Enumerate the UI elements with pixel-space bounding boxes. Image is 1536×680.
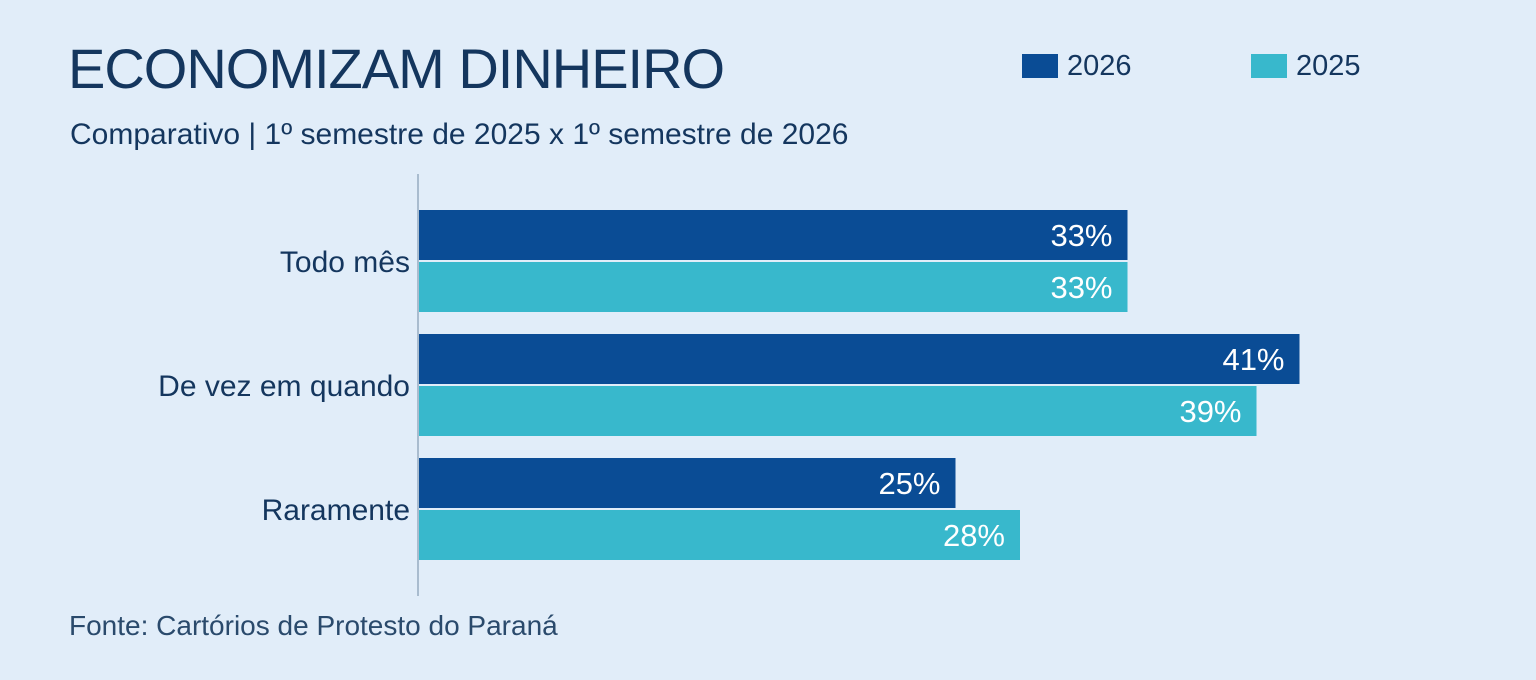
bar-value-label: 33% bbox=[1050, 218, 1112, 253]
legend-label-2025: 2025 bbox=[1296, 49, 1361, 82]
bar-value-label: 28% bbox=[943, 518, 1005, 553]
legend-swatch-2025 bbox=[1251, 54, 1287, 78]
legend-swatch-2026 bbox=[1022, 54, 1058, 78]
legend: 2026 2025 bbox=[0, 46, 1536, 86]
category-label: De vez em quando bbox=[158, 370, 410, 403]
bar-2025 bbox=[418, 386, 1257, 436]
category-label: Raramente bbox=[262, 494, 410, 527]
bar-value-label: 25% bbox=[878, 466, 940, 501]
bar-2025 bbox=[418, 510, 1020, 560]
legend-item-2025: 2025 bbox=[1251, 46, 1361, 86]
legend-label-2026: 2026 bbox=[1067, 49, 1132, 82]
bar-value-label: 39% bbox=[1179, 394, 1241, 429]
bar-2025 bbox=[418, 262, 1128, 312]
chart-subtitle: Comparativo | 1º semestre de 2025 x 1º s… bbox=[70, 118, 849, 151]
chart-title: ECONOMIZAM DINHEIRO bbox=[68, 37, 725, 100]
bar-value-label: 41% bbox=[1222, 342, 1284, 377]
legend-item-2026: 2026 bbox=[1022, 46, 1132, 86]
bar-value-label: 33% bbox=[1050, 270, 1112, 305]
bar-2026 bbox=[418, 334, 1300, 384]
bar-2026 bbox=[418, 458, 956, 508]
bar-2026 bbox=[418, 210, 1128, 260]
category-label: Todo mês bbox=[280, 246, 410, 279]
source-note: Fonte: Cartórios de Protesto do Paraná bbox=[69, 610, 558, 641]
